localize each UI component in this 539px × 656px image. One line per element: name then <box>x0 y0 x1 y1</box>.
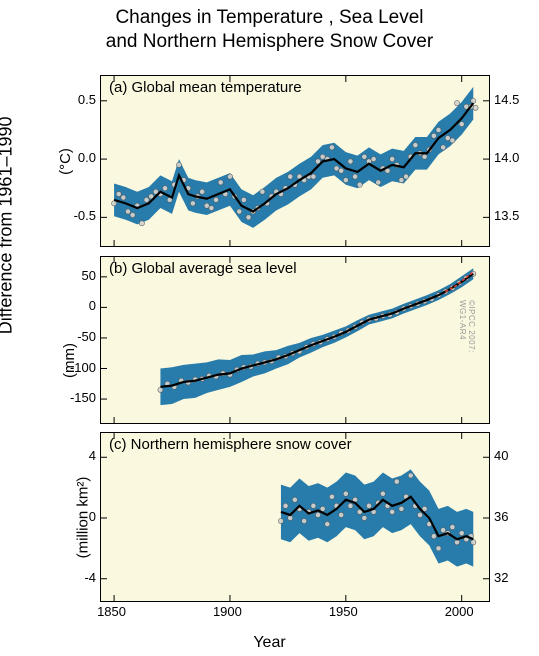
xtick: 1900 <box>213 604 242 619</box>
ytick-right: 32 <box>494 570 508 585</box>
ytick-right: 36 <box>494 509 508 524</box>
ytick-left: -4 <box>84 570 96 585</box>
xtick: 1950 <box>329 604 358 619</box>
figure-title: Changes in Temperature , Sea Level and N… <box>0 0 539 54</box>
ytick-right: 14.5 <box>494 92 519 107</box>
xtick: 1850 <box>97 604 126 619</box>
panel-a-temperature: (a) Global mean temperature <box>100 75 490 247</box>
ytick-right: 14.0 <box>494 150 519 165</box>
x-axis-label: Year <box>253 634 285 652</box>
ytick-left: -50 <box>77 329 96 344</box>
ytick-left: -150 <box>70 390 96 405</box>
ytick-left: 50 <box>82 268 96 283</box>
ytick-left: -0.5 <box>74 208 96 223</box>
panel-b-sea-level: (b) Global average sea level <box>100 256 490 424</box>
ytick-left: 0.5 <box>78 92 96 107</box>
ytick-right: 13.5 <box>494 208 519 223</box>
ytick-left: 0.0 <box>78 150 96 165</box>
ytick-left: 0 <box>89 298 96 313</box>
shared-y-axis-label: Difference from 1961–1990 <box>0 116 17 334</box>
title-line-1: Changes in Temperature , Sea Level <box>115 7 423 28</box>
ylabel-left: (°C) <box>57 148 74 175</box>
ytick-right: 40 <box>494 448 508 463</box>
ylabel-left: (million km²) <box>74 477 91 559</box>
ytick-left: 4 <box>89 448 96 463</box>
ylabel-left: (mm) <box>61 343 78 378</box>
watermark: ©IPCC 2007: WG1-AR4 <box>458 300 476 363</box>
figure-container: Changes in Temperature , Sea Level and N… <box>0 0 539 656</box>
xtick: 2000 <box>445 604 474 619</box>
title-line-2: and Northern Hemisphere Snow Cover <box>106 31 433 52</box>
panel-c-snow-cover: (c) Northern hemisphere snow cover <box>100 432 490 602</box>
